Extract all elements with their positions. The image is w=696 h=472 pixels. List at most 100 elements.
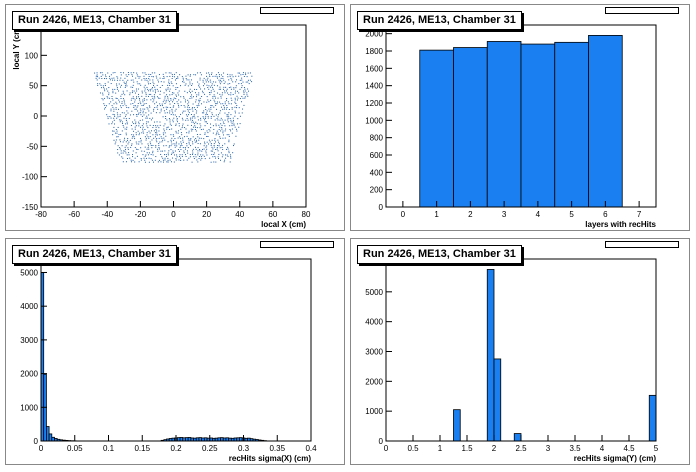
hit-point xyxy=(235,135,237,137)
hit-point xyxy=(221,156,223,158)
hit-point xyxy=(150,153,152,155)
y-axis-title: local Y (cm) xyxy=(12,25,21,70)
hit-point xyxy=(145,123,147,125)
hit-point xyxy=(165,99,167,101)
hit-point xyxy=(136,96,138,98)
hit-point xyxy=(226,106,228,108)
hit-point xyxy=(176,154,178,156)
hit-point xyxy=(165,156,167,158)
y-tick-label: 4000 xyxy=(20,302,38,311)
hit-point xyxy=(139,98,141,100)
hit-point xyxy=(148,114,150,116)
hit-point xyxy=(219,101,221,103)
hit-point xyxy=(227,101,229,103)
hit-point xyxy=(175,95,177,97)
hit-point xyxy=(221,124,223,126)
hit-point xyxy=(220,106,222,108)
hit-point xyxy=(198,158,200,160)
hit-point xyxy=(149,79,151,81)
hit-point xyxy=(138,134,140,136)
hit-point xyxy=(179,154,181,156)
hit-point xyxy=(213,146,215,148)
hit-point xyxy=(167,87,169,89)
y-tick-label: -150 xyxy=(22,203,39,212)
hit-point xyxy=(133,130,135,132)
hit-point xyxy=(153,110,155,112)
hit-point xyxy=(132,154,134,156)
hit-point xyxy=(208,129,210,131)
hit-point xyxy=(139,112,141,114)
hit-point xyxy=(230,103,232,105)
histogram-bar xyxy=(486,269,495,442)
hit-point xyxy=(131,97,133,99)
hit-point xyxy=(173,117,175,119)
hit-point xyxy=(226,99,228,101)
hit-point xyxy=(210,143,212,145)
hit-point xyxy=(178,123,180,125)
hit-point xyxy=(178,90,180,92)
hit-point xyxy=(224,154,226,156)
hit-point xyxy=(176,119,178,121)
hit-point xyxy=(215,157,217,159)
hit-point xyxy=(146,117,148,119)
hit-point xyxy=(123,81,125,83)
hit-point xyxy=(179,85,181,87)
hit-point xyxy=(111,123,113,125)
hit-point xyxy=(119,119,121,121)
hit-point xyxy=(150,112,152,114)
hit-point xyxy=(128,152,130,154)
hit-point xyxy=(172,119,174,121)
hit-point xyxy=(115,141,117,143)
hit-point xyxy=(140,114,142,116)
hit-point xyxy=(206,148,208,150)
hit-point xyxy=(120,152,122,154)
hit-point xyxy=(228,109,230,111)
hit-point xyxy=(187,124,189,126)
hit-point xyxy=(169,123,171,125)
hit-point xyxy=(205,108,207,110)
hit-point xyxy=(171,94,173,96)
hit-point xyxy=(220,103,222,105)
hit-point xyxy=(191,117,193,119)
y-tick-label: 1400 xyxy=(365,82,383,91)
hit-point xyxy=(152,154,154,156)
hit-point xyxy=(219,93,221,95)
plot-frame xyxy=(40,24,307,208)
hit-point xyxy=(224,130,226,132)
x-axis-title: local X (cm) xyxy=(261,220,306,229)
hit-point xyxy=(219,83,221,85)
y-tick-label: 1000 xyxy=(20,403,38,412)
hit-point xyxy=(170,72,172,74)
hit-point xyxy=(218,134,220,136)
x-tick-label: -60 xyxy=(68,210,80,219)
hit-point xyxy=(248,90,250,92)
hit-point xyxy=(204,88,206,90)
hit-point xyxy=(238,75,240,77)
hit-point xyxy=(130,146,132,148)
hit-point xyxy=(178,150,180,152)
hit-point xyxy=(103,78,105,80)
hit-point xyxy=(209,76,211,78)
hit-point xyxy=(179,146,181,148)
hit-point xyxy=(192,128,194,130)
hit-point xyxy=(191,97,193,99)
hit-point xyxy=(241,101,243,103)
hit-point xyxy=(184,99,186,101)
hit-point xyxy=(151,87,153,89)
hit-point xyxy=(99,72,101,74)
hit-point xyxy=(193,74,195,76)
histogram-bar xyxy=(48,433,53,442)
hit-point xyxy=(196,104,198,106)
hit-point xyxy=(197,119,199,121)
x-tick-label: 0.25 xyxy=(202,444,218,453)
hit-point xyxy=(231,123,233,125)
hit-point xyxy=(152,125,154,127)
hit-point xyxy=(232,93,234,95)
hit-point xyxy=(116,98,118,100)
hit-point xyxy=(238,126,240,128)
hit-point xyxy=(126,110,128,112)
hit-point xyxy=(233,143,235,145)
hit-point xyxy=(123,101,125,103)
hit-point xyxy=(165,101,167,103)
hit-point xyxy=(184,106,186,108)
